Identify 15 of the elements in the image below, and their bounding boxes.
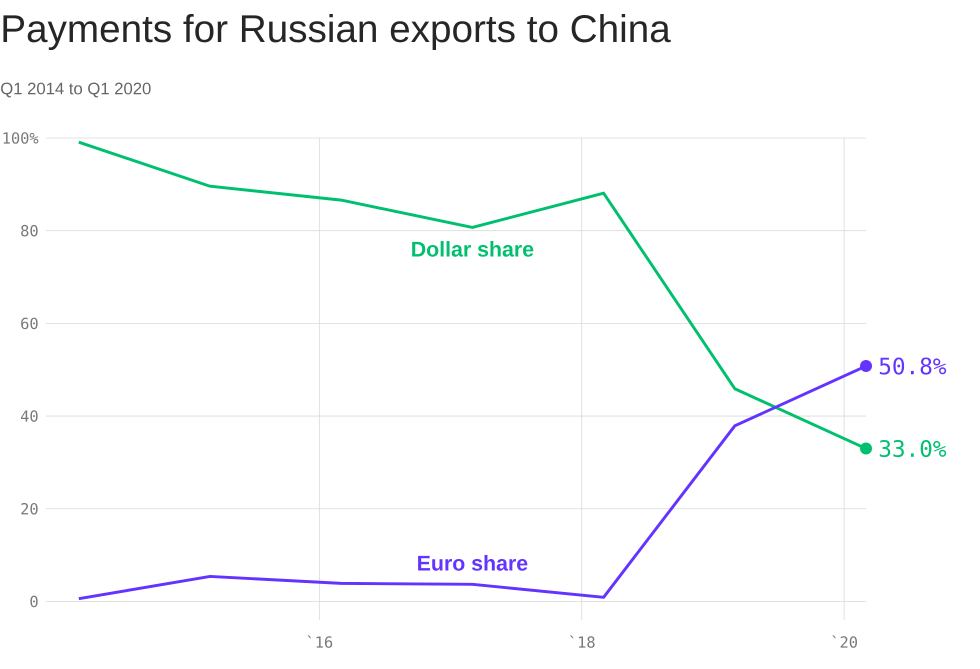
x-tick-label: `18 <box>570 635 595 648</box>
x-tick-label: `16 <box>308 635 332 648</box>
y-tick-label: 40 <box>20 410 38 422</box>
x-tick-label: `20 <box>832 635 857 648</box>
y-tick-label: 20 <box>21 502 38 515</box>
chart-title: Payments for Russian exports to China <box>3 14 671 50</box>
series-label: Euro share <box>418 555 528 571</box>
y-tick-label: 0 <box>30 596 38 608</box>
data-label: 33.0% <box>880 440 946 458</box>
series-label: Dollar share <box>412 241 534 257</box>
y-tick-label: 60 <box>21 318 38 330</box>
y-tick-label: 100% <box>4 132 38 144</box>
chart-subtitle: Q1 2014 to Q1 2020 <box>1 82 151 98</box>
y-tick-label: 80 <box>21 224 38 236</box>
data-label: 50.8% <box>880 357 946 375</box>
